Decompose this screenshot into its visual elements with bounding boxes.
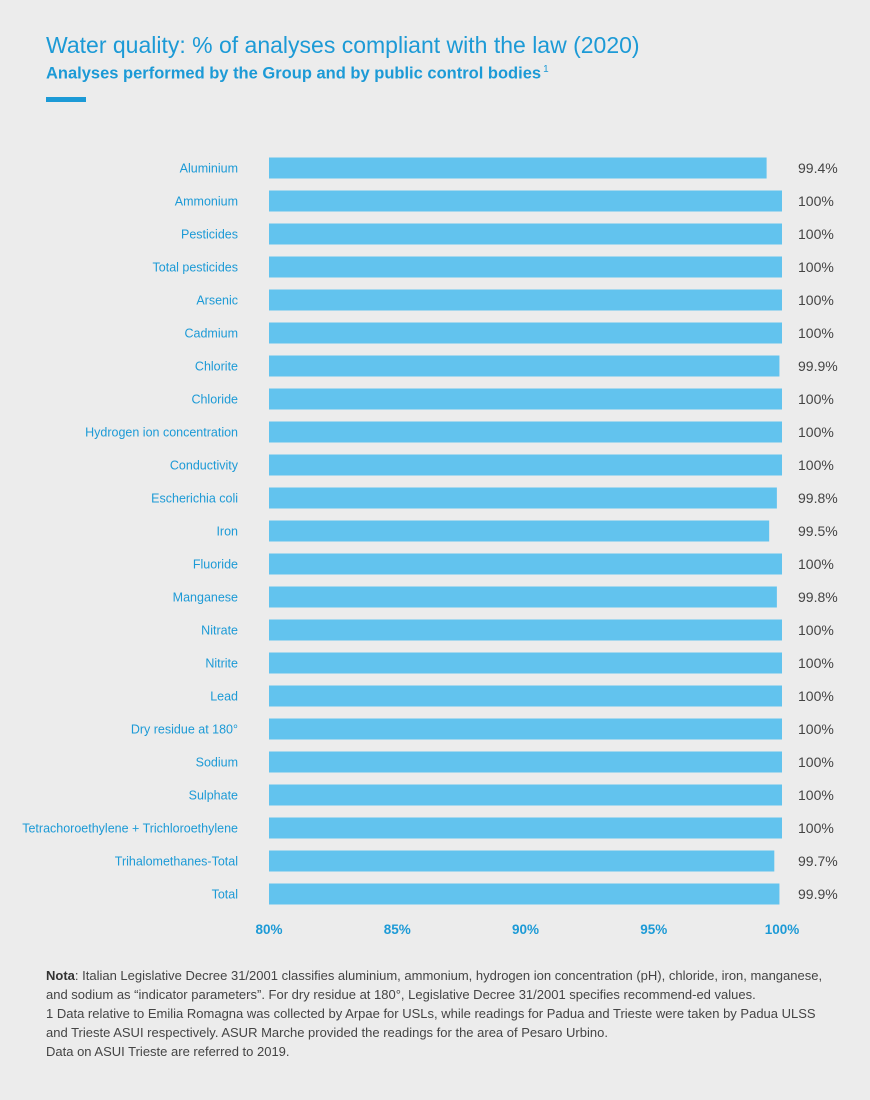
value-label-lead: 100% bbox=[798, 688, 834, 704]
bar-trihalomethanes-total bbox=[269, 850, 775, 872]
bar-conductivity bbox=[269, 454, 782, 476]
bar-lead bbox=[269, 685, 782, 707]
x-tick-label-85: 85% bbox=[384, 922, 411, 937]
value-label-pesticides: 100% bbox=[798, 226, 834, 242]
bar-manganese bbox=[269, 586, 777, 608]
bar-chloride bbox=[269, 388, 782, 410]
chart-subtitle: Analyses performed by the Group and by p… bbox=[46, 64, 549, 84]
category-label-chlorite: Chlorite bbox=[195, 360, 238, 374]
nota-label: Nota bbox=[46, 968, 75, 983]
category-label-lead: Lead bbox=[210, 690, 238, 704]
value-label-sulphate: 100% bbox=[798, 787, 834, 803]
value-label-escherichia-coli: 99.8% bbox=[798, 490, 838, 506]
category-label-iron: Iron bbox=[216, 525, 238, 539]
value-label-total-pesticides: 100% bbox=[798, 259, 834, 275]
category-label-ammonium: Ammonium bbox=[175, 195, 238, 209]
bar-cadmium bbox=[269, 322, 782, 344]
footnotes: Nota: Italian Legislative Decree 31/2001… bbox=[46, 966, 836, 1061]
value-label-tetrachoroethylene-trichloroethylene: 100% bbox=[798, 820, 834, 836]
bar-arsenic bbox=[269, 289, 782, 311]
value-label-conductivity: 100% bbox=[798, 457, 834, 473]
value-label-dry-residue-at-180: 100% bbox=[798, 721, 834, 737]
category-label-pesticides: Pesticides bbox=[181, 228, 238, 242]
category-label-cadmium: Cadmium bbox=[185, 327, 239, 341]
bar-total bbox=[269, 883, 780, 905]
chart-subtitle-text: Analyses performed by the Group and by p… bbox=[46, 64, 542, 83]
bar-chlorite bbox=[269, 355, 780, 377]
bar-chart: Aluminium 99.4% Ammonium 100% Pesticides 100%… bbox=[22, 157, 838, 937]
category-label-manganese: Manganese bbox=[173, 591, 238, 605]
x-tick-label-90: 90% bbox=[512, 922, 539, 937]
chart-title: Water quality: % of analyses compliant w… bbox=[46, 32, 640, 58]
bar-sulphate bbox=[269, 784, 782, 806]
bar-nitrite bbox=[269, 652, 782, 674]
category-label-dry-residue-at-180: Dry residue at 180° bbox=[131, 723, 238, 737]
value-label-manganese: 99.8% bbox=[798, 589, 838, 605]
category-label-total-pesticides: Total pesticides bbox=[153, 261, 238, 275]
category-label-nitrate: Nitrate bbox=[201, 624, 238, 638]
category-label-escherichia-coli: Escherichia coli bbox=[151, 492, 238, 506]
category-label-conductivity: Conductivity bbox=[170, 459, 239, 473]
value-label-hydrogen-ion-concentration: 100% bbox=[798, 424, 834, 440]
bar-pesticides bbox=[269, 223, 782, 245]
nota-paragraph: Nota: Italian Legislative Decree 31/2001… bbox=[46, 966, 836, 1004]
category-label-trihalomethanes-total: Trihalomethanes-Total bbox=[115, 855, 238, 869]
bar-tetrachoroethylene-trichloroethylene bbox=[269, 817, 782, 839]
value-label-chlorite: 99.9% bbox=[798, 358, 838, 374]
value-label-trihalomethanes-total: 99.7% bbox=[798, 853, 838, 869]
value-label-fluoride: 100% bbox=[798, 556, 834, 572]
category-label-nitrite: Nitrite bbox=[205, 657, 238, 671]
value-label-ammonium: 100% bbox=[798, 193, 834, 209]
bar-escherichia-coli bbox=[269, 487, 777, 509]
value-label-sodium: 100% bbox=[798, 754, 834, 770]
accent-line bbox=[46, 97, 86, 102]
value-label-nitrate: 100% bbox=[798, 622, 834, 638]
footnote-2: Data on ASUI Trieste are referred to 201… bbox=[46, 1044, 290, 1059]
category-label-aluminium: Aluminium bbox=[180, 162, 238, 176]
category-label-total: Total bbox=[212, 888, 238, 902]
value-label-arsenic: 100% bbox=[798, 292, 834, 308]
category-label-sulphate: Sulphate bbox=[189, 789, 238, 803]
value-label-iron: 99.5% bbox=[798, 523, 838, 539]
category-label-chloride: Chloride bbox=[191, 393, 238, 407]
bar-iron bbox=[269, 520, 770, 542]
bar-nitrate bbox=[269, 619, 782, 641]
bar-dry-residue-at-180 bbox=[269, 718, 782, 740]
category-label-hydrogen-ion-concentration: Hydrogen ion concentration bbox=[85, 426, 238, 440]
bar-fluoride bbox=[269, 553, 782, 575]
footnote-1: 1 Data relative to Emilia Romagna was co… bbox=[46, 1006, 816, 1040]
bar-aluminium bbox=[269, 157, 767, 179]
footnote-marker: 1 bbox=[543, 64, 549, 75]
x-tick-label-95: 95% bbox=[640, 922, 667, 937]
x-tick-label-100: 100% bbox=[765, 922, 800, 937]
category-label-arsenic: Arsenic bbox=[196, 294, 238, 308]
category-label-tetrachoroethylene-trichloroethylene: Tetrachoroethylene + Trichloroethylene bbox=[22, 822, 238, 836]
nota-text: : Italian Legislative Decree 31/2001 cla… bbox=[46, 968, 823, 1002]
bar-hydrogen-ion-concentration bbox=[269, 421, 782, 443]
category-label-sodium: Sodium bbox=[196, 756, 238, 770]
value-label-nitrite: 100% bbox=[798, 655, 834, 671]
bar-ammonium bbox=[269, 190, 782, 212]
value-label-aluminium: 99.4% bbox=[798, 160, 838, 176]
category-label-fluoride: Fluoride bbox=[193, 558, 238, 572]
bar-sodium bbox=[269, 751, 782, 773]
value-label-chloride: 100% bbox=[798, 391, 834, 407]
bar-total-pesticides bbox=[269, 256, 782, 278]
value-label-cadmium: 100% bbox=[798, 325, 834, 341]
x-tick-label-80: 80% bbox=[255, 922, 282, 937]
value-label-total: 99.9% bbox=[798, 886, 838, 902]
